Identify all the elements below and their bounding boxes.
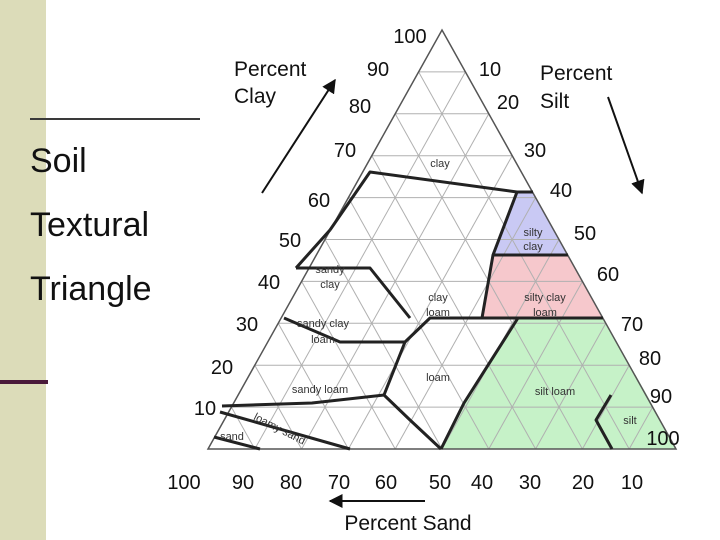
apex-tick-100: 100 bbox=[393, 26, 426, 48]
clay-axis-ticks: 90 80 70 60 50 40 30 20 10 bbox=[194, 59, 389, 420]
sand-tick: 90 bbox=[232, 472, 254, 494]
grid-line bbox=[324, 239, 443, 450]
label-loamy-sand: loamy sand bbox=[252, 411, 308, 447]
title-line-3: Triangle bbox=[30, 270, 152, 308]
silt-axis-title-1: Percent bbox=[540, 62, 613, 85]
label-silt: silt bbox=[623, 415, 636, 427]
sand-tick: 10 bbox=[621, 472, 643, 494]
boundary-sandy-clay-bottom bbox=[296, 266, 412, 319]
silt-tick: 90 bbox=[650, 386, 672, 408]
clay-tick: 10 bbox=[194, 398, 216, 420]
clay-tick: 60 bbox=[308, 190, 330, 212]
boundary-loamy-sand bbox=[219, 410, 351, 451]
sidebar-rule bbox=[0, 380, 48, 384]
silt-tick: 100 bbox=[646, 428, 679, 450]
clay-axis-title-2: Clay bbox=[234, 85, 277, 108]
sand-tick: 40 bbox=[471, 472, 493, 494]
silt-tick: 60 bbox=[597, 264, 619, 286]
sand-axis-title: Percent Sand bbox=[344, 512, 471, 535]
sand-tick: 20 bbox=[572, 472, 594, 494]
clay-tick: 90 bbox=[367, 59, 389, 81]
grid-line bbox=[535, 323, 607, 450]
silt-tick: 80 bbox=[639, 348, 661, 370]
grid-line bbox=[628, 406, 654, 450]
label-sandy-clay-1: sandy bbox=[315, 264, 345, 276]
title-rule bbox=[30, 118, 200, 120]
title-line-1: Soil bbox=[30, 142, 87, 180]
boundary-clay-bottom bbox=[328, 170, 533, 231]
silt-tick: 40 bbox=[550, 180, 572, 202]
grid-line bbox=[418, 71, 630, 450]
clay-tick: 30 bbox=[236, 314, 258, 336]
clay-tick: 40 bbox=[258, 272, 280, 294]
clay-tick: 20 bbox=[211, 357, 233, 379]
title-line-2: Textural bbox=[30, 206, 150, 244]
sand-tick: 30 bbox=[519, 472, 541, 494]
silt-axis-title-2: Silt bbox=[540, 90, 569, 113]
label-silt-loam: silt loam bbox=[535, 386, 575, 398]
silt-loam-region bbox=[441, 318, 647, 449]
silt-tick: 20 bbox=[497, 92, 519, 114]
label-loam: loam bbox=[426, 372, 450, 384]
grid-line bbox=[301, 113, 490, 450]
sand-tick: 100 bbox=[167, 472, 200, 494]
boundary-sandy-clay-left bbox=[294, 228, 332, 270]
boundary-loam-right bbox=[439, 317, 520, 450]
clay-tick: 50 bbox=[279, 230, 301, 252]
label-sandy-clay-loam-2: loam bbox=[311, 334, 335, 346]
grid-line bbox=[254, 71, 466, 450]
clay-direction-arrow bbox=[261, 78, 336, 194]
sand-tick: 60 bbox=[375, 472, 397, 494]
label-sandy-loam: sandy loam bbox=[292, 384, 348, 396]
label-clay-loam-2: loam bbox=[426, 307, 450, 319]
grid-line bbox=[371, 155, 537, 450]
label-clay-loam-1: clay bbox=[428, 292, 448, 304]
grid-line bbox=[347, 155, 513, 450]
silt-tick: 10 bbox=[479, 59, 501, 81]
label-silty-clay-loam-1: silty clay bbox=[524, 292, 566, 304]
silt-tick: 70 bbox=[621, 314, 643, 336]
grid-line bbox=[230, 406, 256, 450]
silt-tick: 50 bbox=[574, 223, 596, 245]
boundary-sand bbox=[213, 435, 261, 451]
slide-sidebar bbox=[0, 0, 46, 540]
sand-tick: 70 bbox=[328, 472, 350, 494]
silty-clay-loam-region bbox=[482, 255, 603, 318]
grid-line bbox=[277, 323, 349, 450]
label-clay: clay bbox=[430, 158, 450, 170]
silt-region bbox=[596, 395, 676, 449]
sand-tick: 50 bbox=[429, 472, 451, 494]
boundary-loam-left bbox=[382, 341, 443, 451]
label-silty-clay-2: clay bbox=[523, 241, 543, 253]
label-sand: sand bbox=[220, 431, 244, 443]
class-boundaries bbox=[213, 170, 614, 451]
clay-tick: 70 bbox=[334, 140, 356, 162]
sand-axis-ticks: 100 90 80 70 60 50 40 30 20 10 bbox=[167, 472, 643, 494]
silt-tick: 30 bbox=[524, 140, 546, 162]
silt-direction-arrow bbox=[607, 96, 645, 195]
clay-axis-title-1: Percent bbox=[234, 58, 307, 81]
label-sandy-clay-loam-1: sandy clay bbox=[297, 318, 349, 330]
label-silty-clay-1: silty bbox=[524, 227, 543, 239]
label-silty-clay-loam-2: loam bbox=[533, 307, 557, 319]
boundary-sandy-loam-bottom bbox=[221, 393, 385, 408]
label-sandy-clay-2: clay bbox=[320, 279, 340, 291]
clay-tick: 80 bbox=[349, 96, 371, 118]
silt-axis-ticks: 10 20 30 40 50 60 70 80 90 100 bbox=[479, 59, 680, 450]
boundary-silt bbox=[594, 394, 614, 450]
sand-tick: 80 bbox=[280, 472, 302, 494]
